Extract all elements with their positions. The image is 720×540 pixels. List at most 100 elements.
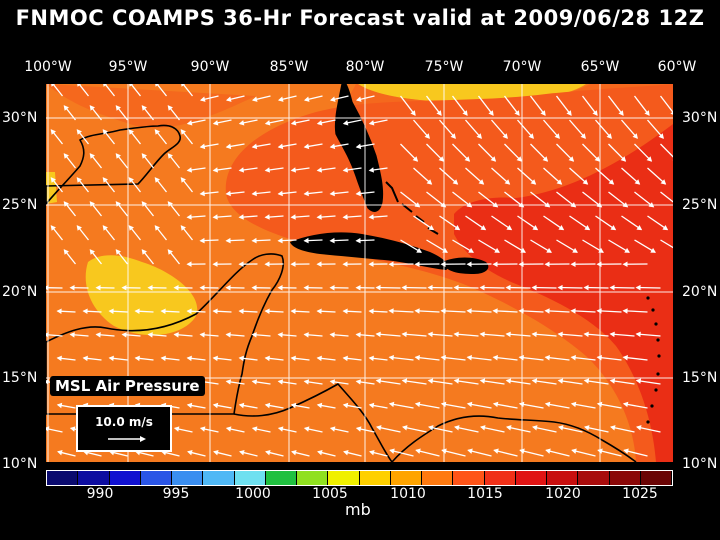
wind-vector-head bbox=[160, 308, 166, 315]
wind-vector bbox=[660, 239, 673, 249]
wind-vector-head bbox=[568, 156, 575, 162]
wind-vector-head bbox=[213, 449, 219, 456]
wind-vector-head bbox=[558, 225, 565, 231]
scale-swatch bbox=[140, 471, 172, 485]
wind-vector-head bbox=[63, 201, 69, 207]
wind-vector-head bbox=[303, 332, 309, 338]
wind-vector-head bbox=[544, 202, 551, 208]
wind-vector-head bbox=[238, 214, 244, 220]
wind-vector-head bbox=[316, 355, 322, 362]
wind-vector-head bbox=[173, 426, 180, 432]
scale-swatch bbox=[640, 471, 672, 485]
wind-vector-head bbox=[416, 247, 423, 253]
lat-label-15n-left: 15°N bbox=[2, 370, 38, 386]
wind-vector-head bbox=[428, 225, 435, 231]
wind-vector-head bbox=[544, 354, 550, 361]
wind-vector-head bbox=[95, 332, 101, 338]
wind-vector-head bbox=[532, 225, 539, 231]
wind-vector-head bbox=[532, 425, 538, 431]
wind-vector-head bbox=[69, 332, 75, 338]
wind-vector-head bbox=[453, 378, 460, 384]
wind-vector-head bbox=[583, 284, 589, 291]
wind-vector-head bbox=[622, 401, 629, 408]
scale-label-990: 990 bbox=[86, 486, 114, 502]
wind-vector-head bbox=[427, 378, 434, 384]
wind-vector-head bbox=[63, 153, 69, 159]
wind-vector-head bbox=[264, 355, 270, 362]
wind-vector-head bbox=[554, 133, 560, 139]
wind-vector-head bbox=[212, 167, 219, 173]
wind-vector-head bbox=[128, 225, 134, 231]
wind-vector-head bbox=[134, 355, 140, 362]
wind-vector-head bbox=[154, 177, 160, 183]
wind-vector-head bbox=[121, 284, 127, 291]
wind-vector-head bbox=[375, 284, 381, 291]
wind-vector-head bbox=[316, 214, 322, 220]
wind-vector-head bbox=[596, 308, 602, 314]
wind-vector-head bbox=[329, 379, 336, 385]
scale-swatch bbox=[297, 471, 329, 485]
wind-vector-head bbox=[520, 247, 527, 253]
wind-vector-head bbox=[494, 247, 501, 253]
wind-vector-head bbox=[634, 179, 641, 185]
scale-units: mb bbox=[345, 500, 371, 519]
wind-vector-head bbox=[141, 105, 147, 111]
wind-vector-head bbox=[238, 402, 245, 409]
wind-vector-head bbox=[264, 120, 271, 126]
wind-vector-head bbox=[303, 284, 309, 291]
scale-swatch bbox=[484, 471, 516, 485]
wind-vector-head bbox=[388, 401, 395, 408]
wind-vector-head bbox=[505, 284, 511, 291]
wind-vector-head bbox=[493, 448, 499, 454]
wind-vector-head bbox=[436, 110, 442, 116]
wind-vector-head bbox=[542, 156, 549, 162]
wind-vector-head bbox=[141, 153, 147, 159]
wind-vector-head bbox=[662, 225, 669, 231]
wind-vector-head bbox=[375, 331, 381, 338]
wind-vector-head bbox=[369, 449, 375, 456]
wind-vector-head bbox=[414, 308, 420, 314]
wind-vector-head bbox=[115, 201, 121, 207]
wind-vector-head bbox=[186, 355, 192, 362]
wind-vector-head bbox=[606, 133, 612, 139]
wind-vector-head bbox=[388, 354, 394, 361]
land-cuba bbox=[290, 232, 449, 270]
wind-vector-head bbox=[102, 225, 108, 231]
wind-vector-head bbox=[518, 202, 525, 208]
wind-vector-head bbox=[557, 331, 563, 338]
wind-vector-head bbox=[610, 425, 616, 431]
lon-label-65w: 65°W bbox=[580, 59, 620, 75]
wind-vector-head bbox=[251, 190, 257, 197]
wind-vector-head bbox=[147, 284, 153, 291]
wind-vector-head bbox=[570, 354, 576, 361]
wind-vector-head bbox=[95, 284, 101, 291]
wind-vector-head bbox=[277, 190, 283, 197]
wind-vector-head bbox=[596, 354, 602, 361]
lat-label-30n-right: 30°N bbox=[682, 110, 718, 126]
wind-vector-head bbox=[225, 96, 232, 102]
wind-vector-head bbox=[388, 261, 394, 267]
wind-vector-head bbox=[440, 308, 446, 314]
wind-vector-head bbox=[251, 96, 258, 102]
wind-vector-head bbox=[290, 120, 297, 126]
wind-vector-head bbox=[505, 331, 511, 338]
wind-vector-head bbox=[476, 133, 482, 139]
wind-vector-head bbox=[414, 354, 420, 361]
wind-vector-head bbox=[620, 156, 627, 162]
field-label: MSL Air Pressure bbox=[50, 376, 205, 396]
wind-vector-head bbox=[199, 284, 205, 291]
wind-vector-head bbox=[115, 153, 121, 159]
wind-vector-head bbox=[424, 133, 430, 139]
wind-vector-head bbox=[453, 331, 459, 338]
land-lesser-antilles bbox=[646, 296, 661, 424]
wind-vector-head bbox=[186, 261, 192, 267]
wind-vector-head bbox=[56, 308, 62, 315]
wind-vector-head bbox=[450, 133, 456, 139]
wind-vector-head bbox=[251, 237, 257, 244]
wind-vector-head bbox=[290, 402, 297, 409]
wind-vector-head bbox=[225, 332, 231, 338]
wind-vector-head bbox=[225, 426, 232, 432]
wind-vector-head bbox=[427, 284, 433, 291]
wind-vector-head bbox=[329, 332, 335, 338]
wind-vector-head bbox=[618, 110, 624, 116]
